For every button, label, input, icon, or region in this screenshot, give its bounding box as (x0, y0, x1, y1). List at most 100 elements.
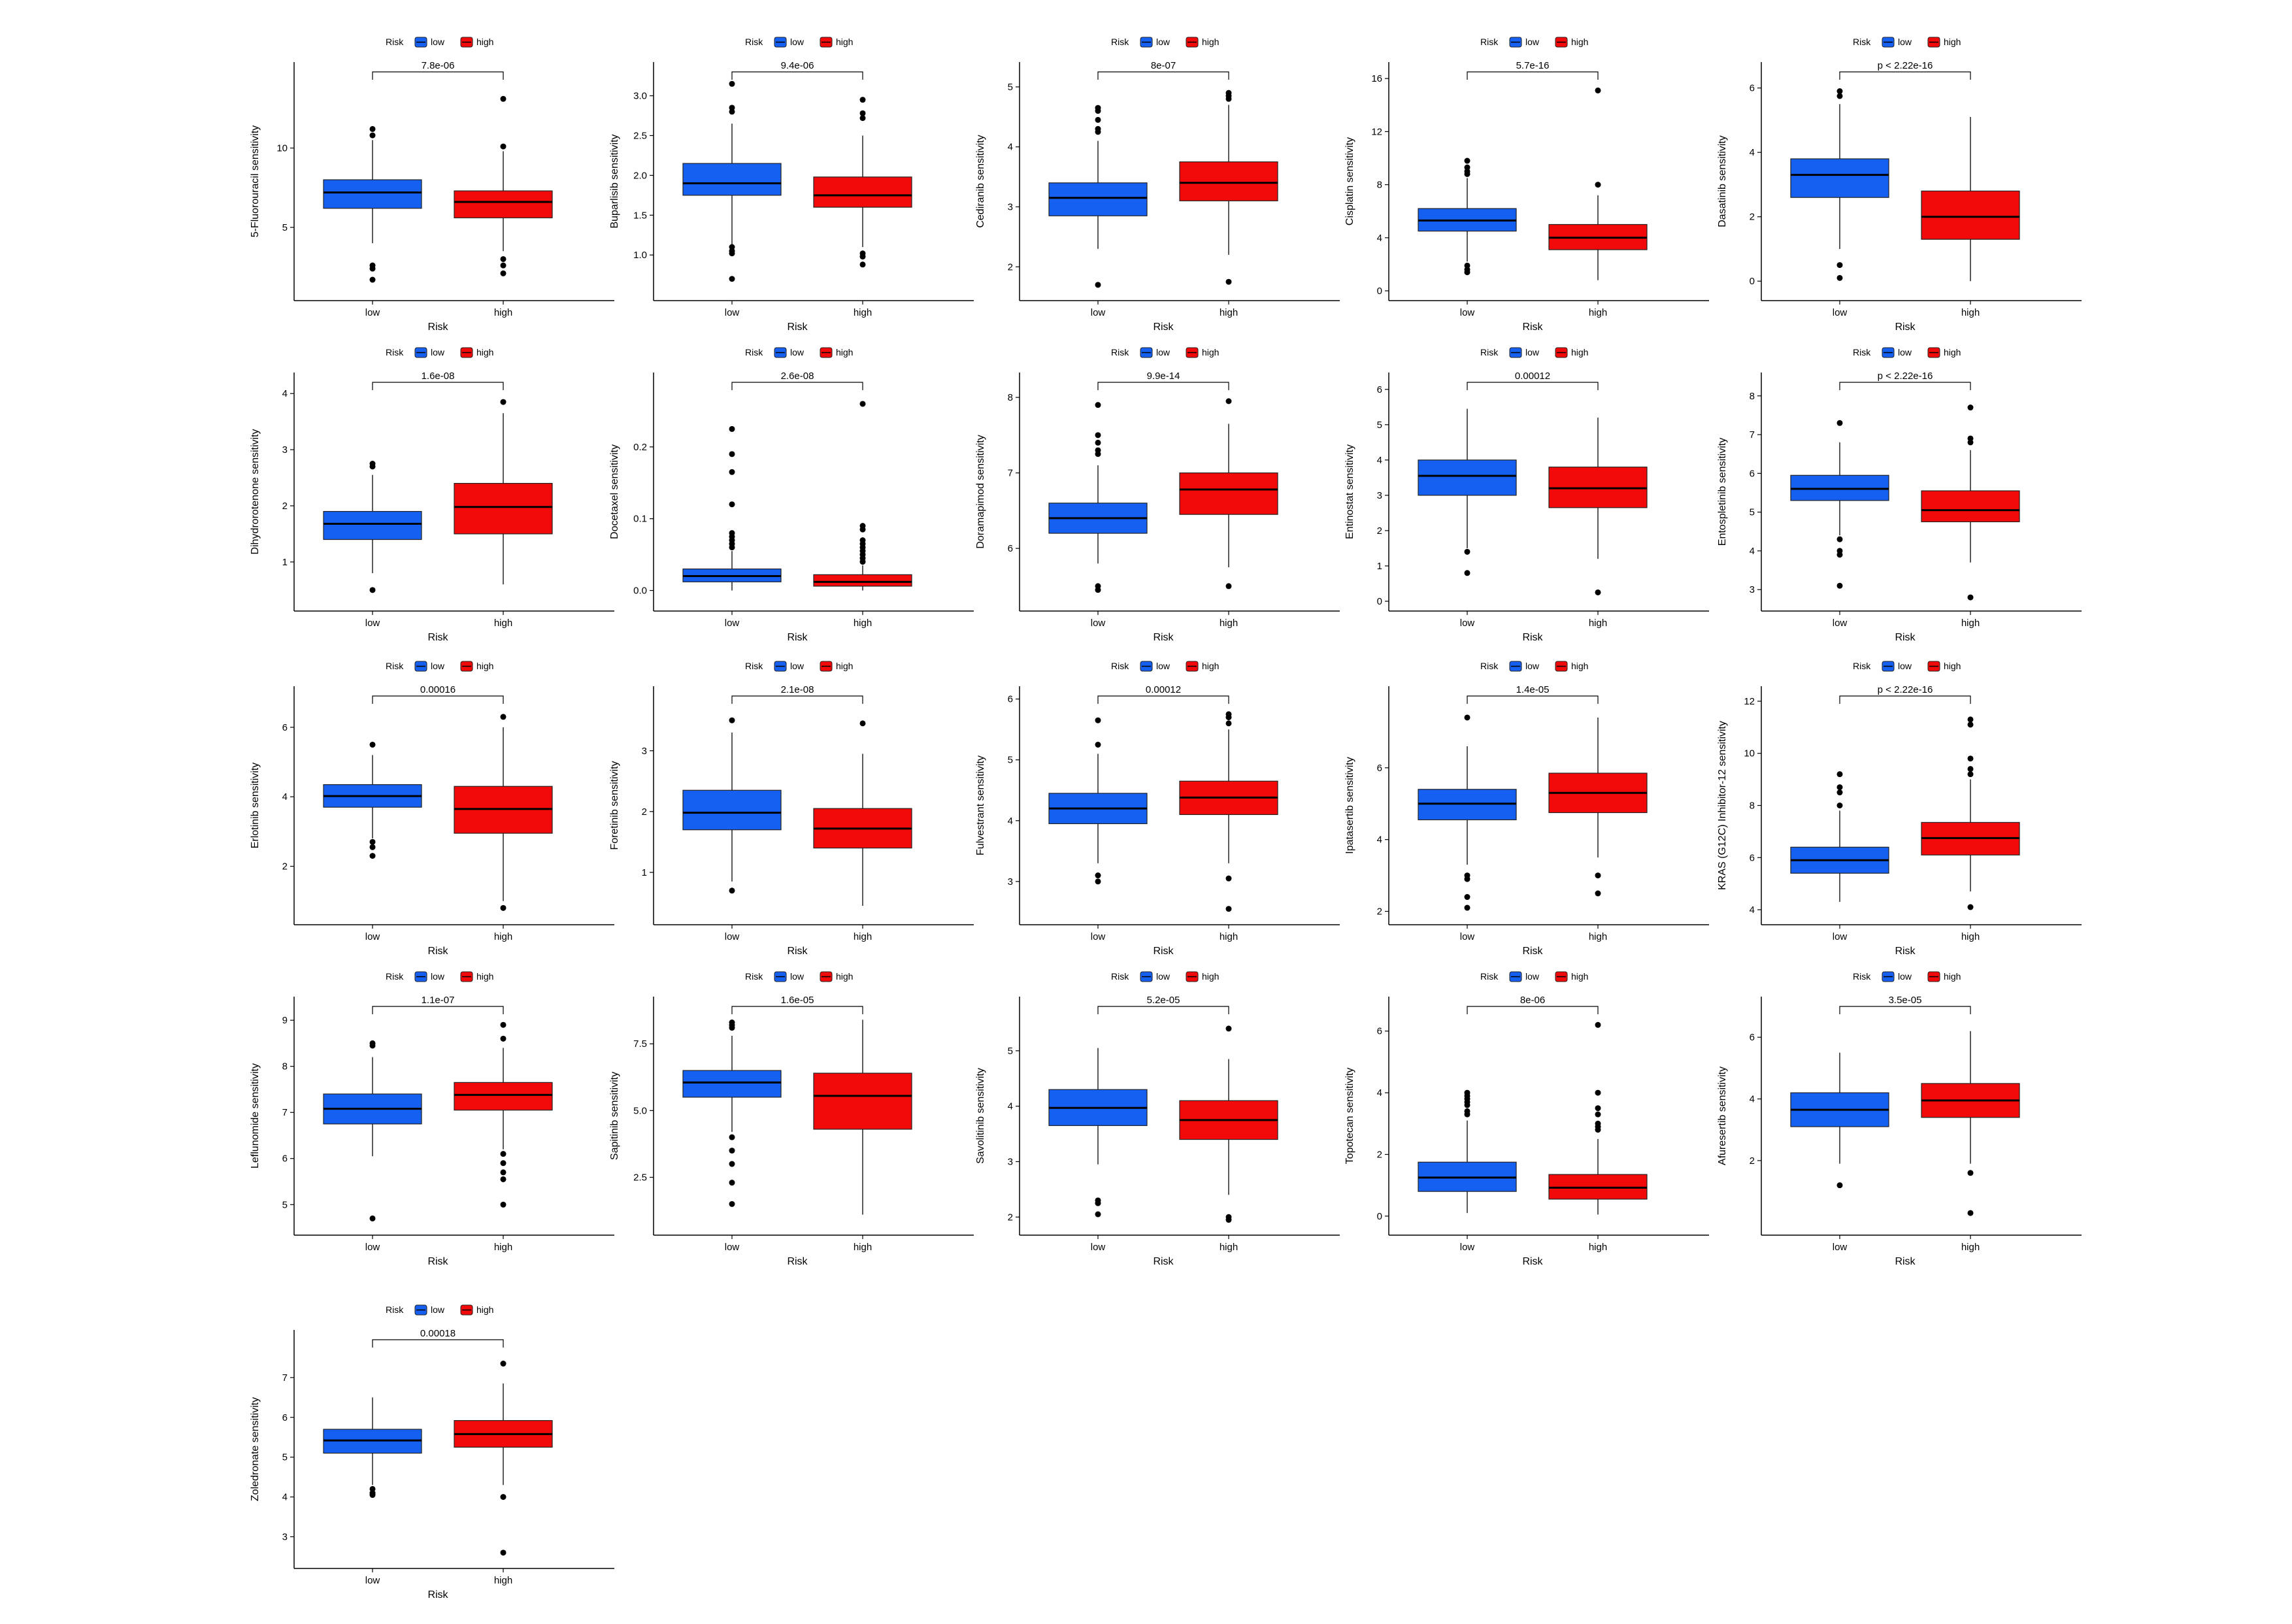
x-tick-label-high: high (854, 931, 872, 942)
legend-label-high: high (476, 1304, 493, 1315)
y-tick-label: 2 (1750, 1155, 1755, 1167)
outlier-point (1095, 587, 1101, 593)
legend-title: Risk (1480, 971, 1499, 982)
outlier-point (859, 110, 866, 116)
y-tick-label: 0.1 (633, 514, 647, 525)
x-tick-label-high: high (494, 931, 512, 942)
x-tick-label-low: low (725, 931, 740, 942)
legend: Risk low high (1480, 661, 1588, 672)
p-value: 1.1e-07 (422, 995, 455, 1006)
y-tick-label: 4 (1008, 816, 1013, 827)
y-axis-label: Foretinib sensitivity (609, 761, 620, 850)
y-tick-label: 4 (1377, 455, 1382, 466)
outlier-point (1595, 1089, 1601, 1096)
outlier-point (1836, 552, 1843, 558)
legend-label-low: low (1525, 37, 1540, 47)
box-high (813, 720, 912, 906)
y-tick-label: 0 (1377, 1211, 1382, 1222)
box-iqr (813, 1072, 912, 1130)
y-tick-label: 6 (1377, 384, 1382, 395)
legend: Risk low high (386, 971, 493, 982)
p-value: 2.6e-08 (781, 371, 814, 382)
significance-bracket: p < 2.22e-16 (1839, 684, 1971, 704)
x-tick-label-low: low (1091, 931, 1106, 942)
outlier-point (1464, 1102, 1470, 1108)
box-low (323, 1040, 422, 1221)
p-value: 8e-07 (1151, 60, 1176, 71)
legend: Risk low high (745, 661, 853, 672)
legend-label-high: high (1944, 37, 1961, 47)
outlier-point (1095, 741, 1101, 748)
box-iqr (1179, 472, 1278, 515)
chart-panel: Risk low high 2.6e-08 0.0 0.1 0.2 Docetaxel sen… (609, 347, 974, 643)
outlier-point (729, 1025, 735, 1031)
y-axis-label: Leflunomide sensitivity (250, 1063, 261, 1168)
chart-panel: Risk low high 7.8e-06 5 10 5-Fluorouracil sens… (250, 37, 614, 333)
y-axis-label: Sapitinib sensitivity (609, 1072, 620, 1160)
box-low (323, 125, 422, 283)
outlier-point (729, 544, 735, 551)
outlier-point (500, 95, 507, 102)
outlier-point (1225, 720, 1232, 727)
outlier-point (369, 741, 376, 748)
chart-panel: Risk low high 2.1e-08 1 2 3 Foretinib sensitivi… (609, 661, 974, 957)
outlier-point (859, 526, 866, 533)
legend: Risk low high (1480, 37, 1588, 48)
outlier-point (729, 80, 735, 87)
legend-label-high: high (476, 347, 493, 357)
x-axis-label: Risk (1153, 632, 1174, 643)
legend: Risk low high (745, 347, 853, 358)
y-tick-label: 4 (1377, 1087, 1382, 1099)
box-iqr (454, 483, 553, 535)
outlier-point (369, 1215, 376, 1221)
y-tick-label: 4 (1750, 546, 1755, 557)
box-low (323, 461, 422, 593)
p-value: 9.4e-06 (781, 60, 814, 71)
significance-bracket: 8e-06 (1467, 995, 1599, 1014)
box-high (454, 95, 553, 276)
y-tick-label: 4 (282, 791, 288, 803)
box-iqr (323, 510, 422, 540)
box-low (1790, 420, 1889, 589)
y-tick-label: 0 (1750, 276, 1755, 287)
outlier-point (1464, 548, 1470, 555)
x-tick-label-high: high (1589, 1242, 1607, 1253)
y-tick-label: 5 (282, 1452, 288, 1463)
box-low (682, 425, 782, 591)
legend-label-low: low (431, 1304, 445, 1315)
outlier-point (500, 1160, 507, 1167)
x-tick-label-low: low (725, 307, 740, 318)
x-axis-label: Risk (1522, 946, 1543, 957)
outlier-point (729, 469, 735, 475)
y-axis-label: Zoledronate sensitivity (250, 1397, 261, 1501)
outlier-point (369, 463, 376, 470)
legend-label-high: high (1202, 347, 1219, 357)
outlier-point (1836, 420, 1843, 426)
x-axis-label: Risk (1522, 322, 1543, 333)
x-tick-label-high: high (1589, 307, 1607, 318)
legend-label-low: low (431, 971, 445, 982)
y-tick-label: 6 (1377, 763, 1382, 774)
y-tick-label: 5 (282, 1199, 288, 1210)
legend-label-low: low (790, 971, 805, 982)
outlier-point (369, 265, 376, 272)
outlier-point (500, 904, 507, 911)
y-tick-label: 2 (1377, 906, 1382, 918)
outlier-point (1595, 87, 1601, 93)
x-tick-label-low: low (1460, 931, 1475, 942)
legend: Risk low high (1111, 661, 1219, 672)
box-low (1048, 402, 1148, 593)
legend: Risk low high (386, 1304, 493, 1316)
outlier-point (1095, 439, 1101, 446)
legend: Risk low high (1853, 661, 1961, 672)
box-high (1179, 1025, 1278, 1223)
y-tick-label: 2.5 (633, 1172, 647, 1183)
y-tick-label: 5 (1750, 507, 1755, 518)
legend-label-high: high (476, 37, 493, 47)
x-axis-label: Risk (427, 632, 448, 643)
outlier-point (369, 1042, 376, 1049)
chart-panel: Risk low high 0.00018 3 4 5 6 7 Zoledronate sensi… (250, 1304, 614, 1600)
legend-label-low: low (1156, 37, 1171, 47)
outlier-point (1967, 904, 1974, 910)
